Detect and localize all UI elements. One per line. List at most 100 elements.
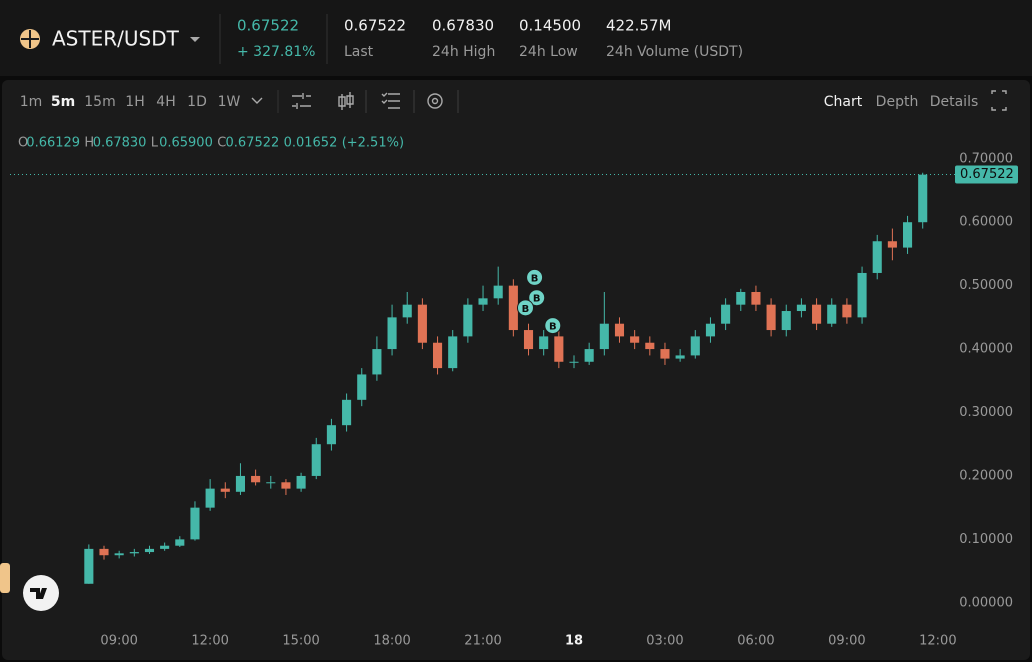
x-tick-label: 12:00 (919, 634, 956, 649)
header-change: + 327.81% (237, 44, 315, 60)
view-tab[interactable]: Depth (876, 94, 919, 110)
buy-marker (516, 299, 534, 317)
x-tick-label: 21:00 (464, 634, 501, 649)
x-tick-label: 15:00 (282, 634, 319, 649)
x-tick-label: 12:00 (191, 634, 228, 649)
view-tab[interactable]: Details (930, 94, 979, 110)
candle-body (417, 304, 427, 343)
candle-body (539, 336, 549, 350)
candle-body (175, 539, 185, 546)
buy-marker (528, 289, 546, 307)
side-handle[interactable] (0, 563, 10, 593)
ohlc-value: 0.65900 (159, 136, 213, 151)
x-tick-label: 09:00 (828, 634, 865, 649)
chart-panel (2, 80, 1030, 660)
candle-body (251, 475, 261, 483)
toolbar-icons[interactable] (251, 90, 1007, 113)
candle-body (887, 241, 897, 248)
interval-button[interactable]: 15m (84, 94, 115, 110)
interval-button[interactable]: 1H (125, 94, 144, 110)
candle-body (796, 304, 806, 312)
candle-body (448, 336, 458, 369)
last-price-box (955, 165, 1018, 184)
candle-body (751, 291, 761, 305)
pair-caret[interactable] (190, 37, 200, 42)
candle-body (493, 285, 503, 299)
x-tick-label: 06:00 (737, 634, 774, 649)
coin-logo-mark (21, 30, 39, 48)
interval-button[interactable]: 1D (187, 94, 207, 110)
y-tick-label: 0.60000 (959, 215, 1013, 230)
last-price-label: 0.67522 (960, 167, 1014, 182)
buy-marker (526, 268, 544, 286)
y-tick-label: 0.30000 (959, 405, 1013, 420)
candle-body (508, 285, 518, 331)
interval-button[interactable]: 1W (218, 94, 241, 110)
stat-value: 0.14500 (519, 17, 581, 35)
candle-body (812, 304, 822, 324)
x-tick-label: 03:00 (646, 634, 683, 649)
candle-body (357, 374, 367, 400)
y-tick-label: 0.50000 (959, 278, 1013, 293)
interval-button[interactable]: 4H (156, 94, 175, 110)
candle-body (463, 304, 473, 337)
interval-button[interactable]: 5m (51, 94, 75, 110)
buy-marker-label: B (549, 322, 557, 333)
candle-body (523, 330, 534, 350)
candle-body (569, 361, 579, 363)
y-tick-label: 0.40000 (959, 342, 1013, 357)
x-tick-label: 18 (565, 634, 583, 649)
candle-body (842, 304, 852, 318)
x-tick-label: 09:00 (100, 634, 137, 649)
candle-body (736, 291, 746, 305)
candle-body (144, 548, 155, 553)
candle-body (827, 304, 837, 324)
candle-body (402, 304, 412, 318)
candle-body (584, 349, 594, 362)
candle-body (675, 355, 685, 359)
ohlc-change: 0.01652 (284, 136, 338, 151)
stat-label: 24h Low (519, 44, 578, 60)
candle-body (705, 323, 715, 337)
stat-value: 422.57M (606, 17, 671, 35)
candle-body (918, 174, 928, 223)
candle-body (281, 482, 291, 489)
ohlc-change-pct: (+2.51%) (342, 136, 404, 151)
y-tick-label: 0.70000 (959, 151, 1013, 166)
ohlc-value: 0.66129 (26, 136, 80, 151)
candle-body (220, 488, 230, 492)
candle-body (114, 553, 124, 556)
candle-body (660, 349, 670, 359)
stat-value: 0.67522 (344, 17, 406, 35)
y-tick-label: 0.20000 (959, 468, 1013, 483)
ohlc-key: C (217, 136, 226, 151)
candle-body (766, 304, 776, 331)
pair[interactable]: ASTER/USDT (52, 27, 180, 51)
ohlc-key: O (18, 136, 28, 151)
header-price: 0.67522 (237, 17, 299, 35)
candle-body (342, 399, 352, 426)
candle-body (478, 298, 488, 305)
candle-body (690, 336, 700, 356)
candle-body (235, 475, 245, 492)
y-tick-label: 0.10000 (959, 532, 1013, 547)
header-bar (0, 0, 1032, 76)
view-tab[interactable]: Chart (824, 94, 863, 110)
x-tick-label: 18:00 (373, 634, 410, 649)
candle-body (903, 222, 913, 248)
y-tick-label: 0.00000 (959, 595, 1013, 610)
candle-body (266, 482, 276, 484)
candle-body (433, 342, 443, 369)
candle-body (721, 304, 731, 324)
candle-body (554, 336, 564, 362)
buy-marker (544, 317, 562, 335)
candle-body (326, 425, 336, 445)
ohlc-value: 0.67522 (226, 136, 280, 151)
interval-button[interactable]: 1m (20, 94, 43, 110)
buy-marker-label: B (533, 294, 541, 305)
candle-body (630, 336, 640, 343)
candle-body (190, 507, 200, 540)
candle-body (296, 475, 306, 489)
